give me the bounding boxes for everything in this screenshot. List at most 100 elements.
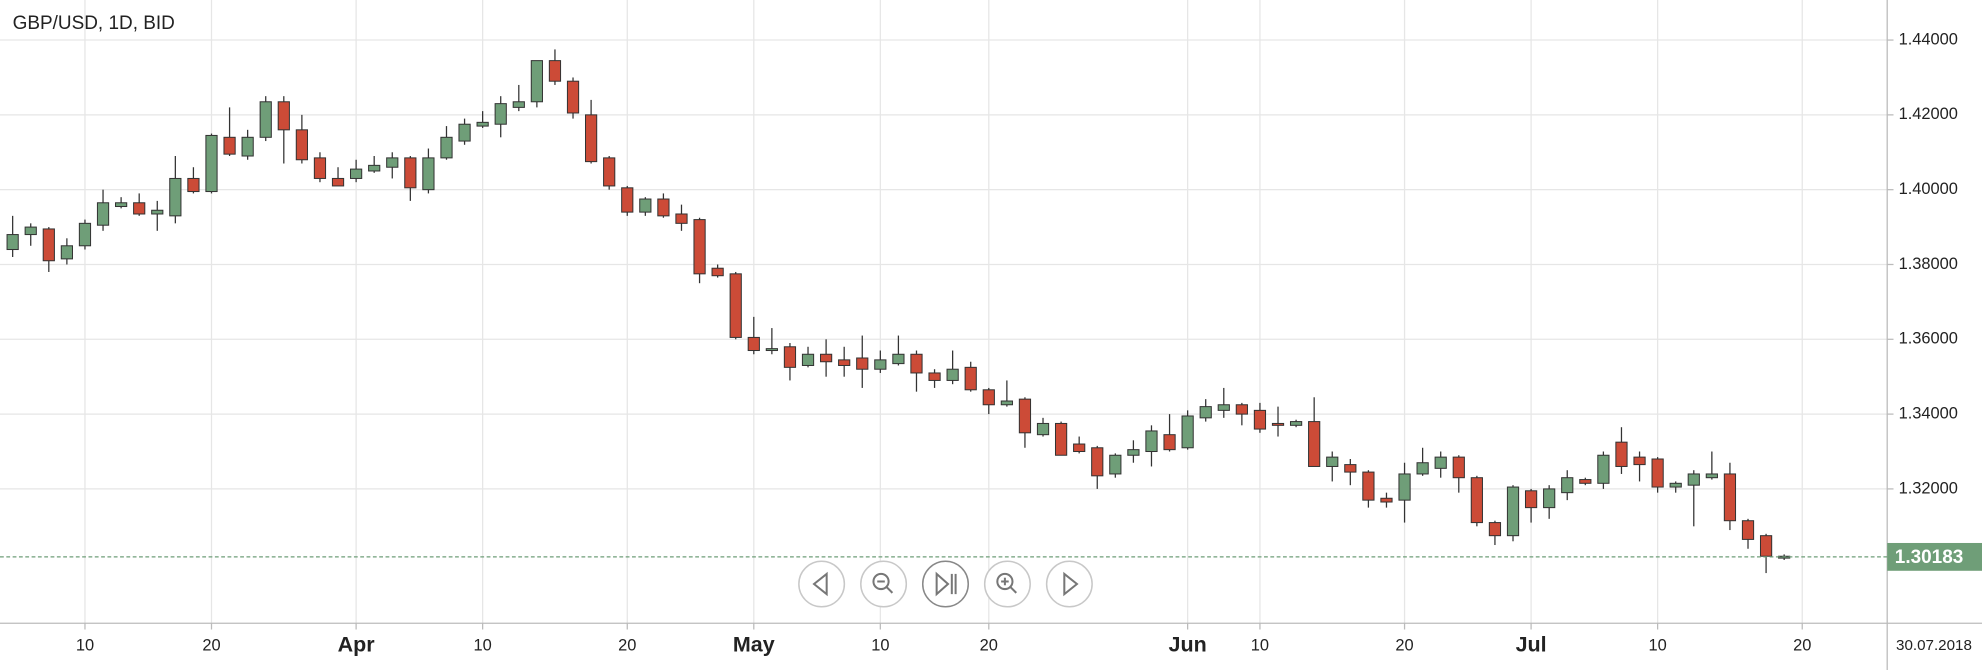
candle-body xyxy=(1434,456,1447,469)
candle-body xyxy=(1199,406,1212,419)
candle-body xyxy=(1579,479,1592,484)
candle-body xyxy=(1597,454,1610,484)
candle-body xyxy=(1615,441,1628,467)
y-tick-label: 1.44000 xyxy=(1899,30,1958,48)
candle-body xyxy=(765,348,778,352)
x-tick-label: 10 xyxy=(871,636,889,654)
candle-body xyxy=(964,366,977,391)
candle-body xyxy=(404,157,417,189)
candle-body xyxy=(1253,409,1267,430)
x-tick-label: Jun xyxy=(1169,633,1207,657)
candle-body xyxy=(1362,471,1375,501)
candle-body xyxy=(982,389,995,406)
candle-body xyxy=(1289,421,1303,426)
candle-body xyxy=(1054,422,1068,456)
candle-body xyxy=(1217,404,1230,411)
candle-body xyxy=(1723,473,1737,522)
zoom-out-button[interactable] xyxy=(860,560,908,608)
candle-body xyxy=(1163,434,1176,451)
candle-body xyxy=(693,219,706,275)
candle-body xyxy=(1326,456,1339,467)
candle-body xyxy=(584,114,598,163)
candle-body xyxy=(530,60,543,103)
candle-body xyxy=(711,267,724,277)
y-tick-label: 1.32000 xyxy=(1899,479,1958,497)
candle-body xyxy=(259,101,272,138)
candle-body xyxy=(801,353,815,366)
candle-body xyxy=(313,157,327,179)
candle-body xyxy=(603,157,616,187)
candle-body xyxy=(657,198,670,217)
candle-body xyxy=(42,228,55,262)
y-tick-label: 1.34000 xyxy=(1899,404,1958,422)
candle-body xyxy=(747,336,760,352)
candle-body xyxy=(476,121,489,127)
candle-body xyxy=(331,177,345,187)
x-tick-label: 20 xyxy=(980,636,998,654)
candle-body xyxy=(205,134,218,193)
y-tick-label: 1.40000 xyxy=(1899,180,1958,198)
candle-body xyxy=(1561,477,1574,494)
candle-body xyxy=(874,359,887,370)
candle-body xyxy=(78,222,92,247)
y-tick-label: 1.42000 xyxy=(1899,105,1958,123)
last-price-label: 1.30183 xyxy=(1895,547,1964,568)
candle-body xyxy=(1488,522,1502,537)
reset-button[interactable] xyxy=(921,560,970,608)
x-tick-label: May xyxy=(733,633,775,657)
candle-body xyxy=(1036,422,1050,436)
zoom-in-button[interactable] xyxy=(983,560,1031,608)
candle-body xyxy=(295,129,308,161)
candle-body xyxy=(440,136,453,159)
x-tick-label: Apr xyxy=(338,633,376,657)
chart-title: GBP/USD, 1D, BID xyxy=(13,13,175,34)
candle-body xyxy=(1470,477,1483,524)
candle-body xyxy=(458,123,471,142)
candle-body xyxy=(1181,415,1194,449)
candle-body xyxy=(169,177,182,217)
x-tick-label: 20 xyxy=(1793,636,1811,654)
x-tick-label: Jul xyxy=(1516,633,1547,657)
candle-body xyxy=(1091,447,1104,477)
candle-body xyxy=(1271,422,1285,426)
candle-body xyxy=(892,353,905,365)
candle-body xyxy=(115,202,128,208)
candle-body xyxy=(277,101,290,131)
candle-body xyxy=(1651,458,1664,488)
candle-body xyxy=(729,273,742,338)
candle-body xyxy=(1506,486,1520,537)
candle-body xyxy=(1705,473,1718,479)
scroll-right-button[interactable] xyxy=(1045,560,1093,608)
y-tick-label: 1.38000 xyxy=(1899,255,1958,273)
candles xyxy=(6,49,1791,574)
candle-body xyxy=(856,357,869,370)
candle-body xyxy=(1109,454,1122,475)
candle-body xyxy=(1000,400,1013,406)
scroll-left-button[interactable] xyxy=(798,560,846,608)
candle-body xyxy=(96,202,110,226)
last-price-box xyxy=(1887,542,1982,571)
candle-body xyxy=(151,209,164,215)
candle-body xyxy=(133,202,146,215)
x-tick-label: 10 xyxy=(474,636,492,654)
candle-body xyxy=(819,353,833,363)
candle-body xyxy=(241,136,254,157)
candle-body xyxy=(621,187,634,213)
candle-body xyxy=(675,213,688,224)
candle-body xyxy=(783,346,797,368)
x-tick-label: 10 xyxy=(1648,636,1666,654)
candle-body xyxy=(1344,464,1357,473)
x-tick-label: 20 xyxy=(202,636,220,654)
candle-body xyxy=(187,177,200,193)
candle-body xyxy=(548,60,562,82)
candle-body xyxy=(1127,449,1140,456)
candle-body xyxy=(1687,473,1700,486)
x-tick-label: 20 xyxy=(618,636,636,654)
candle-body xyxy=(838,359,851,366)
candle-body xyxy=(1759,535,1773,557)
candle-body xyxy=(566,80,580,114)
x-tick-label: 20 xyxy=(1395,636,1413,654)
candle-body xyxy=(1633,456,1646,466)
